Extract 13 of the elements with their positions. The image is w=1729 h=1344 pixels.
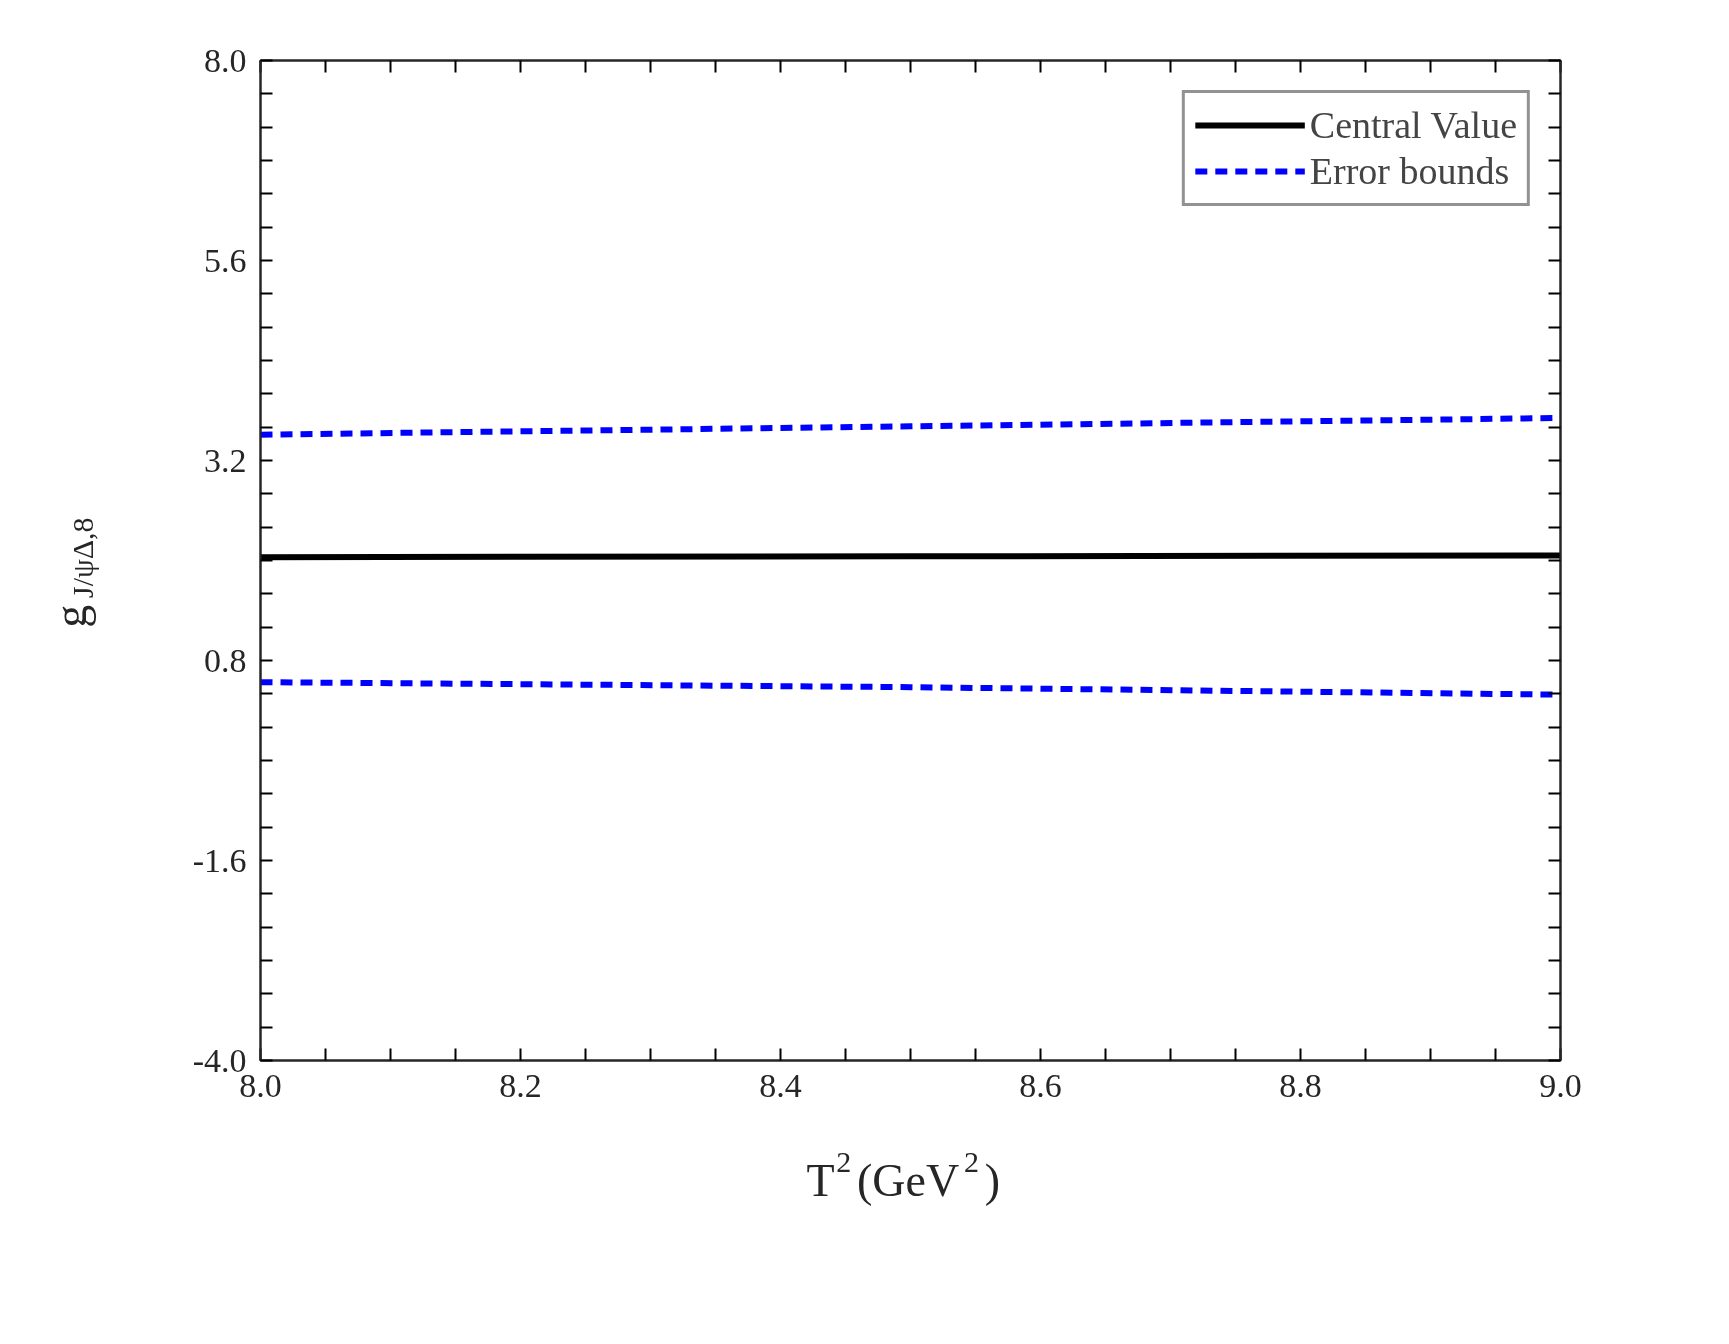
y-tick-label: -1.6: [192, 841, 247, 879]
legend-label: Central Value: [1309, 103, 1517, 147]
y-tick-label: 0.8: [204, 641, 247, 679]
x-tick-label: 8.6: [1019, 1066, 1062, 1104]
legend-label: Error bounds: [1309, 149, 1510, 193]
y-tick-label: 3.2: [204, 441, 247, 479]
x-tick-label: 8.2: [499, 1066, 542, 1104]
x-tick-label: 8.8: [1279, 1066, 1322, 1104]
x-tick-label: 8.4: [759, 1066, 802, 1104]
y-tick-label: 8.0: [204, 41, 247, 79]
y-axis-title: gJ/ψΔ,8: [45, 517, 99, 628]
y-tick-label: 5.6: [204, 241, 247, 279]
x-tick-label: 9.0: [1539, 1066, 1582, 1104]
